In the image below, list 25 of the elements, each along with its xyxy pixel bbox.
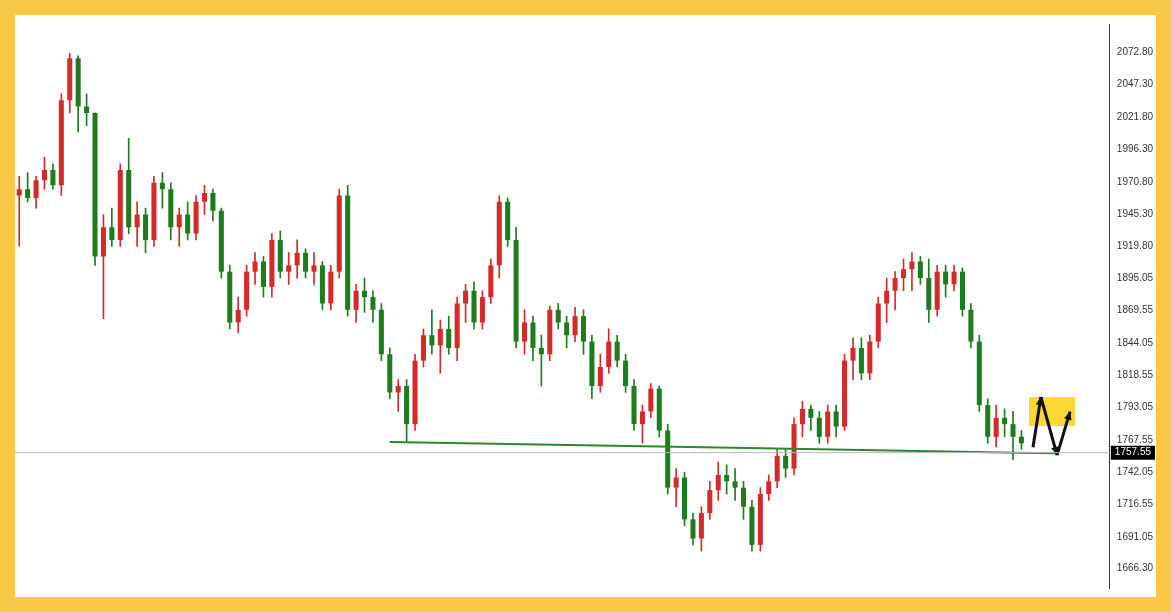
- ref-line-label: 1757.55: [1114, 446, 1152, 458]
- y-tick-label: 1716.55: [1116, 498, 1154, 510]
- y-tick-label: 2021.80: [1116, 110, 1154, 122]
- y-tick-label: 1793.05: [1116, 401, 1154, 413]
- candlestick: [732, 468, 738, 501]
- y-tick-label: 1666.30: [1116, 562, 1154, 574]
- y-tick-label: 1895.05: [1116, 271, 1154, 283]
- candlestick: [395, 379, 401, 412]
- candlestick: [286, 252, 292, 285]
- y-tick-label: 1767.55: [1116, 433, 1154, 445]
- y-tick-label: 1919.80: [1116, 240, 1154, 252]
- y-tick-label: 1945.30: [1116, 207, 1154, 219]
- y-tick-label: 1818.55: [1116, 368, 1154, 380]
- y-tick-label: 2047.30: [1116, 78, 1154, 90]
- y-tick-label: 1869.55: [1116, 304, 1154, 316]
- y-tick-label: 2072.80: [1116, 45, 1154, 57]
- y-tick-label: 1691.05: [1116, 530, 1154, 542]
- candlestick: [909, 252, 915, 292]
- y-tick-label: 1996.30: [1116, 143, 1154, 155]
- y-tick-label: 1742.05: [1116, 466, 1154, 478]
- candlestick: [429, 309, 435, 355]
- y-tick-label: 1844.05: [1116, 336, 1154, 348]
- y-tick-label: 1970.80: [1116, 175, 1154, 187]
- candlestick: [16, 176, 22, 247]
- candlestick: [311, 252, 317, 285]
